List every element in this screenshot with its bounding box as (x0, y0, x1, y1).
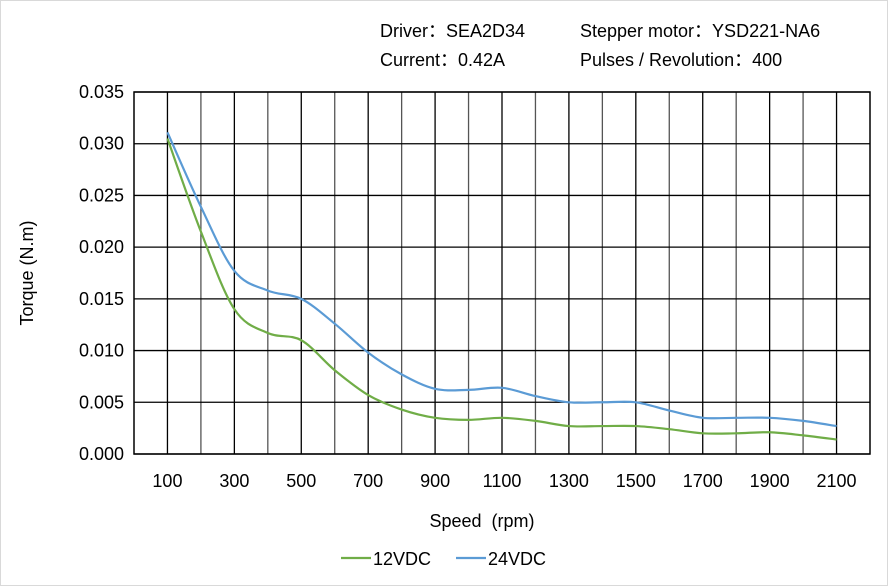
legend-label-24vdc: 24VDC (488, 549, 546, 569)
plot-border (133, 91, 871, 455)
pulses-label: Pulses / Revolution：400 (580, 50, 783, 70)
x-tick-label: 1700 (683, 471, 723, 491)
legend-label-12vdc: 12VDC (373, 549, 431, 569)
x-tick-label: 700 (353, 471, 383, 491)
x-tick-label: 300 (219, 471, 249, 491)
y-tick-label: 0.025 (79, 185, 124, 205)
x-tick-label: 100 (152, 471, 182, 491)
y-tick-label: 0.010 (79, 341, 124, 361)
series-line-24vdc (166, 131, 837, 428)
current-label: Current：0.42A (380, 50, 506, 70)
y-tick-label: 0.005 (79, 392, 124, 412)
y-tick-label: 0.000 (79, 444, 124, 464)
driver-label: Driver：SEA2D34 (380, 21, 526, 41)
series-line-12vdc (166, 138, 837, 441)
y-tick-label: 0.035 (79, 82, 124, 102)
x-tick-label: 2100 (817, 471, 857, 491)
x-tick-label: 1900 (750, 471, 790, 491)
x-tick-label: 1100 (483, 471, 522, 491)
y-tick-label: 0.015 (79, 289, 124, 309)
x-tick-label: 900 (420, 471, 450, 491)
x-axis-label: Speed (rpm) (429, 511, 534, 531)
y-axis-label: Torque (N.m) (17, 220, 37, 325)
x-tick-label: 1300 (549, 471, 589, 491)
y-tick-label: 0.030 (79, 134, 124, 154)
y-tick-label: 0.020 (79, 237, 124, 257)
motor-label: Stepper motor：YSD221-NA6 (580, 21, 821, 41)
x-tick-label: 1500 (616, 471, 656, 491)
x-tick-label: 500 (286, 471, 316, 491)
